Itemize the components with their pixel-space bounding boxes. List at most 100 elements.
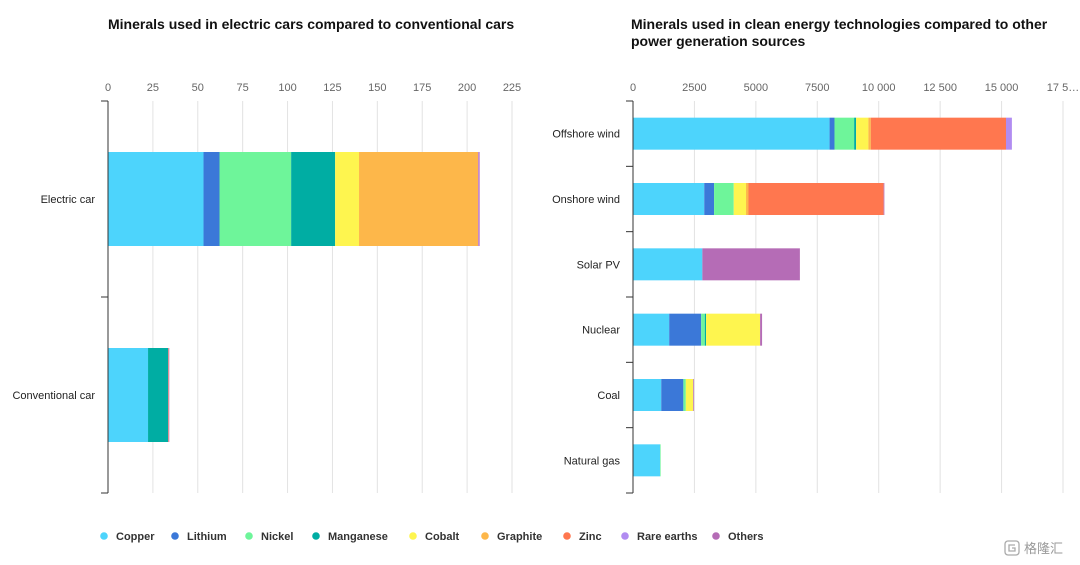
- legend-label-nickel: Nickel: [261, 531, 293, 543]
- watermark-logo-icon: [1004, 540, 1020, 556]
- x-tick-label: 5000: [744, 82, 768, 94]
- bar-offshore-wind-rare-earths: [1005, 117, 1012, 150]
- legend-swatch-graphite: [481, 532, 489, 540]
- x-tick-label: 200: [458, 82, 476, 94]
- bar-coal-lithium: [661, 379, 684, 411]
- left-chart-bars: [108, 152, 480, 442]
- left-chart-categories: Electric car Conventional car: [12, 194, 95, 402]
- legend-swatch-manganese: [312, 532, 320, 540]
- x-tick-label: 175: [413, 82, 431, 94]
- category-label-solar-pv: Solar PV: [577, 259, 621, 271]
- bar-offshore-wind-lithium: [829, 117, 835, 150]
- x-tick-label: 100: [278, 82, 296, 94]
- x-tick-label: 15 000: [985, 82, 1019, 94]
- bar-coal-copper: [633, 379, 662, 411]
- category-label-electric-car: Electric car: [41, 194, 96, 206]
- legend-swatch-rare-earths: [621, 532, 629, 540]
- x-tick-label: 10 000: [862, 82, 896, 94]
- bar-onshore-wind-others: [883, 183, 885, 215]
- bar-electric-car-others: [479, 152, 480, 246]
- bar-natural-gas-copper: [633, 444, 661, 477]
- right-chart-bars: [633, 117, 1012, 477]
- legend-label-rare-earths: Rare earths: [637, 531, 698, 543]
- bar-offshore-wind-nickel: [834, 117, 855, 150]
- x-tick-label: 2500: [682, 82, 706, 94]
- legend-swatch-lithium: [171, 532, 179, 540]
- bar-solar-pv-others: [702, 248, 800, 281]
- bar-conventional-car-others: [168, 348, 170, 442]
- left-chart-x-ticks: 0 25 50 75 100 125 150 175 200 225: [105, 82, 521, 94]
- bar-natural-gas-nickel: [660, 444, 661, 477]
- legend-item-nickel: Nickel: [245, 531, 293, 543]
- bar-nuclear-manganese: [704, 313, 707, 346]
- legend-label-graphite: Graphite: [497, 531, 542, 543]
- category-label-onshore-wind: Onshore wind: [552, 194, 620, 206]
- legend-label-zinc: Zinc: [579, 531, 602, 543]
- legend-item-graphite: Graphite: [481, 531, 542, 543]
- right-chart-gridlines: [693, 101, 1064, 493]
- x-tick-label: 7500: [805, 82, 829, 94]
- watermark-logo-glyph-icon: [1008, 544, 1016, 552]
- bar-offshore-wind-graphite: [868, 117, 871, 150]
- bar-electric-car-lithium: [203, 152, 220, 246]
- bar-electric-car-rare-earths: [478, 152, 480, 246]
- watermark: 格隆汇: [1004, 540, 1063, 556]
- x-tick-label: 150: [368, 82, 386, 94]
- legend-item-copper: Copper: [100, 531, 155, 543]
- x-tick-label: 225: [503, 82, 521, 94]
- right-chart-title-line-1: Minerals used in clean energy technologi…: [631, 16, 1048, 32]
- x-tick-label: 0: [105, 82, 111, 94]
- bar-electric-car-nickel: [219, 152, 292, 246]
- legend-label-others: Others: [728, 531, 763, 543]
- legend-label-manganese: Manganese: [328, 531, 388, 543]
- left-chart: Minerals used in electric cars compared …: [12, 16, 521, 494]
- right-chart-y-axis: [626, 100, 634, 494]
- legend-item-manganese: Manganese: [312, 531, 388, 543]
- bar-conventional-car-zinc: [168, 348, 169, 442]
- bar-conventional-car-manganese: [148, 348, 169, 442]
- bar-offshore-wind-manganese: [854, 117, 857, 150]
- bar-onshore-wind-nickel: [714, 183, 734, 215]
- x-tick-label: 25: [147, 82, 159, 94]
- x-tick-label: 0: [630, 82, 636, 94]
- legend: Copper Lithium Nickel Manganese Cobalt Graphi…: [100, 531, 763, 543]
- bar-electric-car-cobalt: [335, 152, 360, 246]
- legend-label-lithium: Lithium: [187, 531, 227, 543]
- bar-electric-car-manganese: [291, 152, 336, 246]
- bar-onshore-wind-cobalt: [733, 183, 747, 215]
- bar-onshore-wind-zinc: [748, 183, 884, 215]
- legend-swatch-cobalt: [409, 532, 417, 540]
- bar-onshore-wind-lithium: [704, 183, 715, 215]
- category-label-conventional-car: Conventional car: [12, 390, 95, 402]
- bar-offshore-wind-copper: [633, 117, 830, 150]
- bar-electric-car-copper: [108, 152, 204, 246]
- legend-item-others: Others: [712, 531, 763, 543]
- bar-offshore-wind-cobalt: [856, 117, 869, 150]
- watermark-text: 格隆汇: [1024, 541, 1063, 556]
- bar-coal-others: [693, 379, 694, 411]
- bar-onshore-wind-graphite: [746, 183, 749, 215]
- legend-item-rare-earths: Rare earths: [621, 531, 698, 543]
- category-label-nuclear: Nuclear: [582, 325, 620, 337]
- bar-nuclear-lithium: [669, 313, 702, 346]
- bar-solar-pv-copper: [633, 248, 703, 281]
- legend-label-cobalt: Cobalt: [425, 531, 460, 543]
- bar-nuclear-cobalt: [706, 313, 761, 346]
- legend-swatch-others: [712, 532, 720, 540]
- legend-swatch-nickel: [245, 532, 253, 540]
- legend-label-copper: Copper: [116, 531, 155, 543]
- right-chart-title-line-2: power generation sources: [631, 33, 805, 49]
- category-label-natural-gas: Natural gas: [564, 455, 621, 467]
- left-chart-title: Minerals used in electric cars compared …: [108, 16, 514, 32]
- bar-onshore-wind-copper: [633, 183, 705, 215]
- category-label-coal: Coal: [597, 390, 620, 402]
- legend-item-zinc: Zinc: [563, 531, 602, 543]
- bar-electric-car-graphite: [359, 152, 479, 246]
- x-tick-label: 125: [323, 82, 341, 94]
- legend-swatch-copper: [100, 532, 108, 540]
- left-chart-y-axis: [101, 100, 109, 494]
- bar-nuclear-nickel: [701, 313, 705, 346]
- right-chart: Minerals used in clean energy technologi…: [552, 16, 1079, 494]
- legend-item-cobalt: Cobalt: [409, 531, 460, 543]
